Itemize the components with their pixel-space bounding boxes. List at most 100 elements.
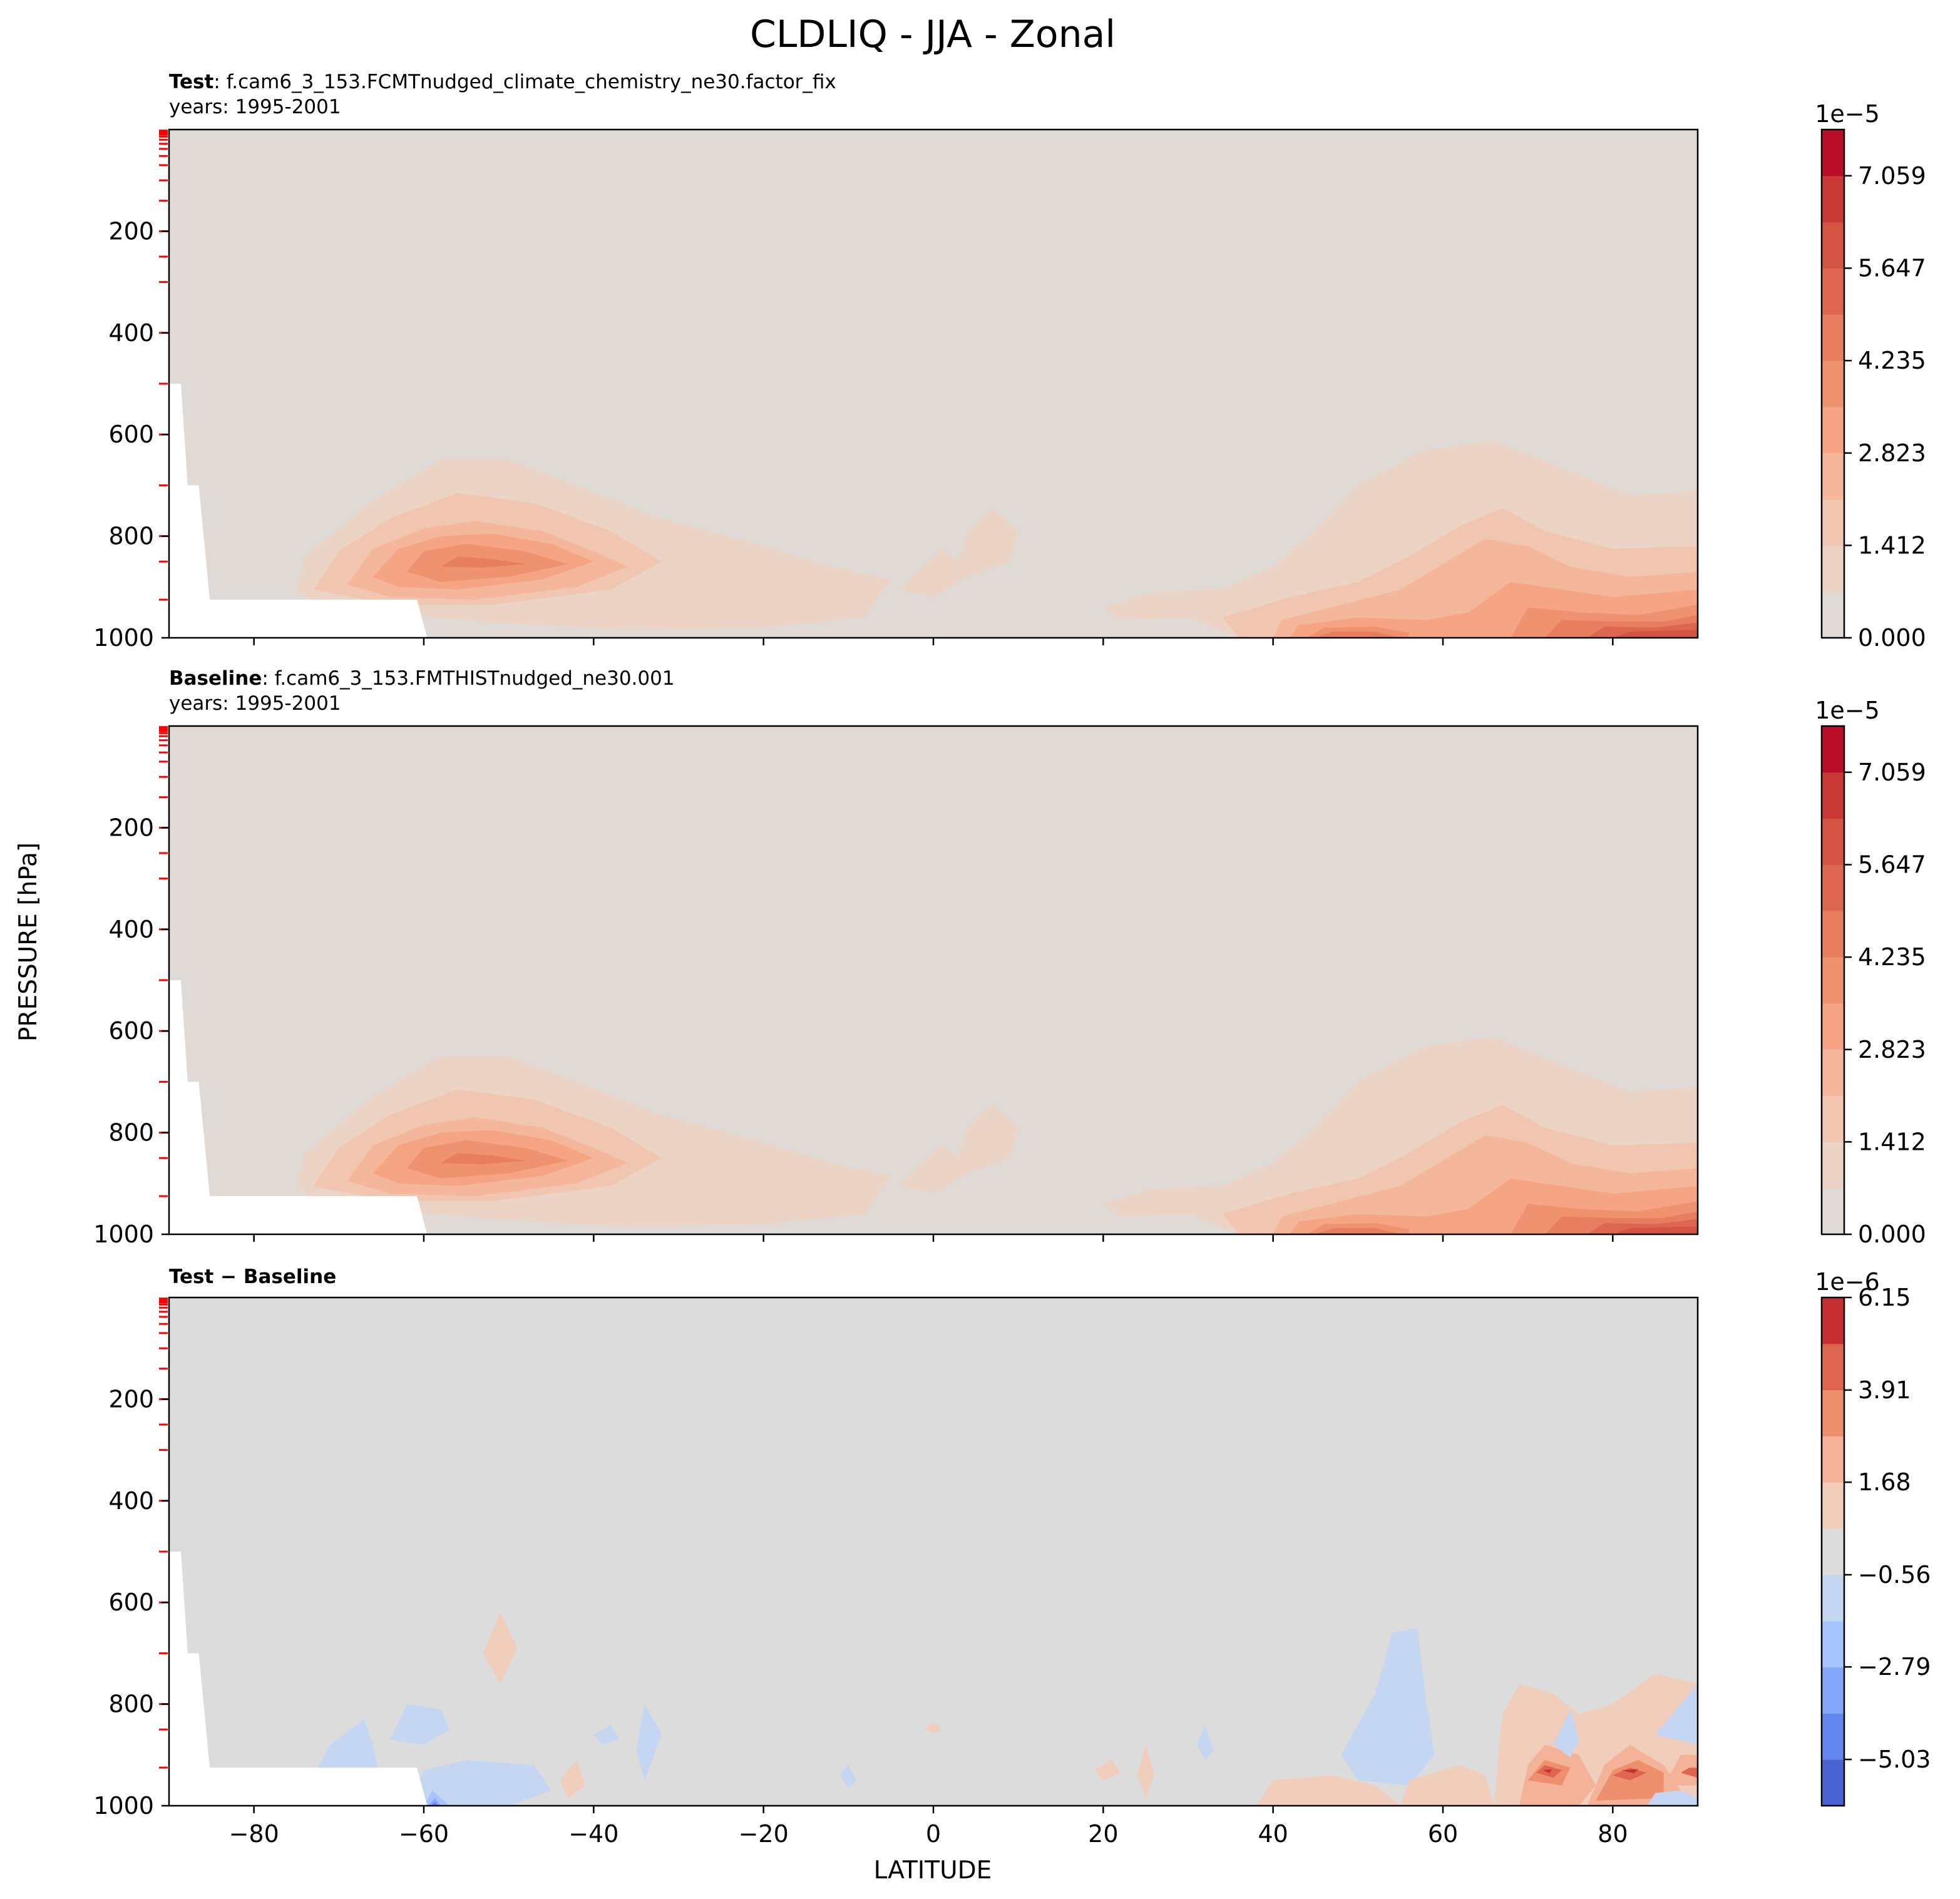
y-tick-label: 1000 [93, 1221, 154, 1248]
contour-region [1094, 1759, 1121, 1781]
contour-region [1613, 1226, 1698, 1234]
colorbar-tick-label: 3.91 [1858, 1376, 1911, 1404]
panel-header-case: : f.cam6_3_153.FCMTnudged_climate_chemis… [213, 71, 836, 93]
contour-region [560, 1759, 585, 1798]
contour-region [925, 1722, 942, 1734]
colorbar-swatch [1822, 1713, 1844, 1760]
colorbar-tick-label: 4.235 [1858, 943, 1926, 971]
contour-region [389, 1704, 449, 1745]
panel-header-bold: Test [169, 71, 214, 93]
colorbar-swatch [1822, 222, 1844, 269]
y-tick-label: 400 [108, 319, 154, 347]
contour-region [441, 1153, 526, 1164]
colorbar-tick-label: 7.059 [1858, 759, 1926, 786]
colorbar-tick-label: 1.68 [1858, 1468, 1911, 1496]
panel-3: 200 400 600 800 1000 −80 −60 −40 −20 0 20 40 60 80 Tes… [93, 1266, 1931, 1848]
colorbar-swatch [1822, 406, 1844, 454]
topography-mask [169, 1552, 428, 1806]
contour-region [1663, 1754, 1698, 1786]
contour-region [1613, 630, 1698, 638]
panel-header: Test: f.cam6_3_153.FCMTnudged_climate_ch… [169, 71, 836, 93]
colorbar-swatch [1822, 591, 1844, 638]
colorbar-swatch [1822, 1142, 1844, 1189]
panel-header-bold: Test − Baseline [169, 1266, 336, 1288]
contour-region [1315, 632, 1401, 638]
colorbar-tick-label: −2.79 [1858, 1653, 1931, 1681]
panel-2: 200 400 600 800 1000 Baseline: f.cam6_3_153.F… [93, 667, 1926, 1248]
y-tick-label: 200 [108, 814, 154, 841]
contour-region [1543, 1769, 1552, 1773]
contour-region [424, 1790, 449, 1806]
x-tick-label: −40 [568, 1820, 618, 1848]
contour-region [1137, 1744, 1154, 1798]
contour-region [899, 508, 1018, 597]
colorbar-swatch [1822, 1298, 1844, 1344]
colorbar-tick-label: 5.647 [1858, 851, 1926, 878]
contour-region [1680, 1768, 1698, 1778]
colorbar-tick-label: −5.03 [1858, 1746, 1931, 1773]
colorbar-swatch [1822, 1095, 1844, 1142]
colorbar-multiplier: 1e−5 [1815, 697, 1880, 724]
colorbar-swatch [1822, 1482, 1844, 1529]
colorbar-multiplier: 1e−6 [1815, 1268, 1880, 1296]
colorbar-tick-label: 0.000 [1858, 1221, 1926, 1248]
y-tick-label: 200 [108, 1385, 154, 1413]
colorbar: 6.15 3.91 1.68 −0.56 −2.79 −5.03 1e−6 [1815, 1268, 1931, 1807]
colorbar-multiplier: 1e−5 [1815, 100, 1880, 128]
contour-region [1613, 1768, 1647, 1781]
topography-mask [169, 980, 428, 1234]
panel-1: 200 400 600 800 1000 Test: f.cam6_3_153.FCMTn… [93, 71, 1926, 652]
panel-header: Test − Baseline [169, 1266, 336, 1288]
panel-header-bold: Baseline [169, 667, 262, 690]
colorbar-tick-label: 1.412 [1858, 1128, 1926, 1155]
y-tick-label: 600 [108, 421, 154, 448]
colorbar-swatch [1822, 1667, 1844, 1714]
colorbar-tick-label: 6.15 [1858, 1284, 1911, 1311]
figure-title: CLDLIQ - JJA - Zonal [750, 13, 1116, 56]
panel-years: years: 1995-2001 [169, 96, 341, 118]
colorbar-tick-label: 2.823 [1858, 439, 1926, 467]
contour-region [428, 1798, 441, 1806]
x-tick-label: 0 [926, 1820, 941, 1848]
colorbar-tick-label: 0.000 [1858, 624, 1926, 652]
contour-region [1196, 1724, 1214, 1760]
colorbar: 7.059 5.647 4.235 2.823 1.412 0.000 1e−5 [1815, 697, 1926, 1248]
colorbar-swatch [1822, 314, 1844, 361]
colorbar-tick-label: 1.412 [1858, 531, 1926, 559]
colorbar-swatch [1822, 911, 1844, 958]
y-tick-label: 800 [108, 1119, 154, 1147]
colorbar-swatch [1822, 268, 1844, 315]
colorbar-swatch [1822, 957, 1844, 1004]
contour-region [1646, 1790, 1698, 1806]
colorbar-frame [1820, 725, 1845, 1236]
colorbar-tick-label: −0.56 [1858, 1561, 1931, 1589]
colorbar-swatch [1822, 864, 1844, 911]
contour-region [1400, 1765, 1494, 1806]
contour-field [169, 130, 1698, 638]
contour-field [169, 1298, 1698, 1806]
y-tick-label: 1000 [93, 624, 154, 652]
colorbar-swatch [1822, 1620, 1844, 1668]
contour-region [483, 1612, 518, 1684]
colorbar: 7.059 5.647 4.235 2.823 1.412 0.000 1e−5 [1815, 100, 1926, 652]
colorbar-frame [1820, 128, 1845, 639]
colorbar-swatch [1822, 1003, 1844, 1050]
y-tick-label: 800 [108, 1691, 154, 1718]
x-tick-label: −60 [399, 1820, 449, 1848]
colorbar-swatch [1822, 1343, 1844, 1391]
colorbar-swatch [1822, 726, 1844, 773]
panel-years: years: 1995-2001 [169, 692, 341, 715]
colorbar-swatch [1822, 175, 1844, 223]
contour-region [1553, 1709, 1579, 1758]
x-tick-label: 60 [1428, 1820, 1458, 1848]
contour-region [1621, 1769, 1638, 1773]
contour-region [899, 1104, 1018, 1194]
y-axis-label: PRESSURE [hPa] [14, 842, 43, 1042]
colorbar-swatch [1822, 1049, 1844, 1097]
colorbar-swatch [1822, 818, 1844, 865]
x-tick-label: −80 [229, 1820, 279, 1848]
contour-region [839, 1765, 857, 1788]
colorbar-swatch [1822, 1436, 1844, 1483]
